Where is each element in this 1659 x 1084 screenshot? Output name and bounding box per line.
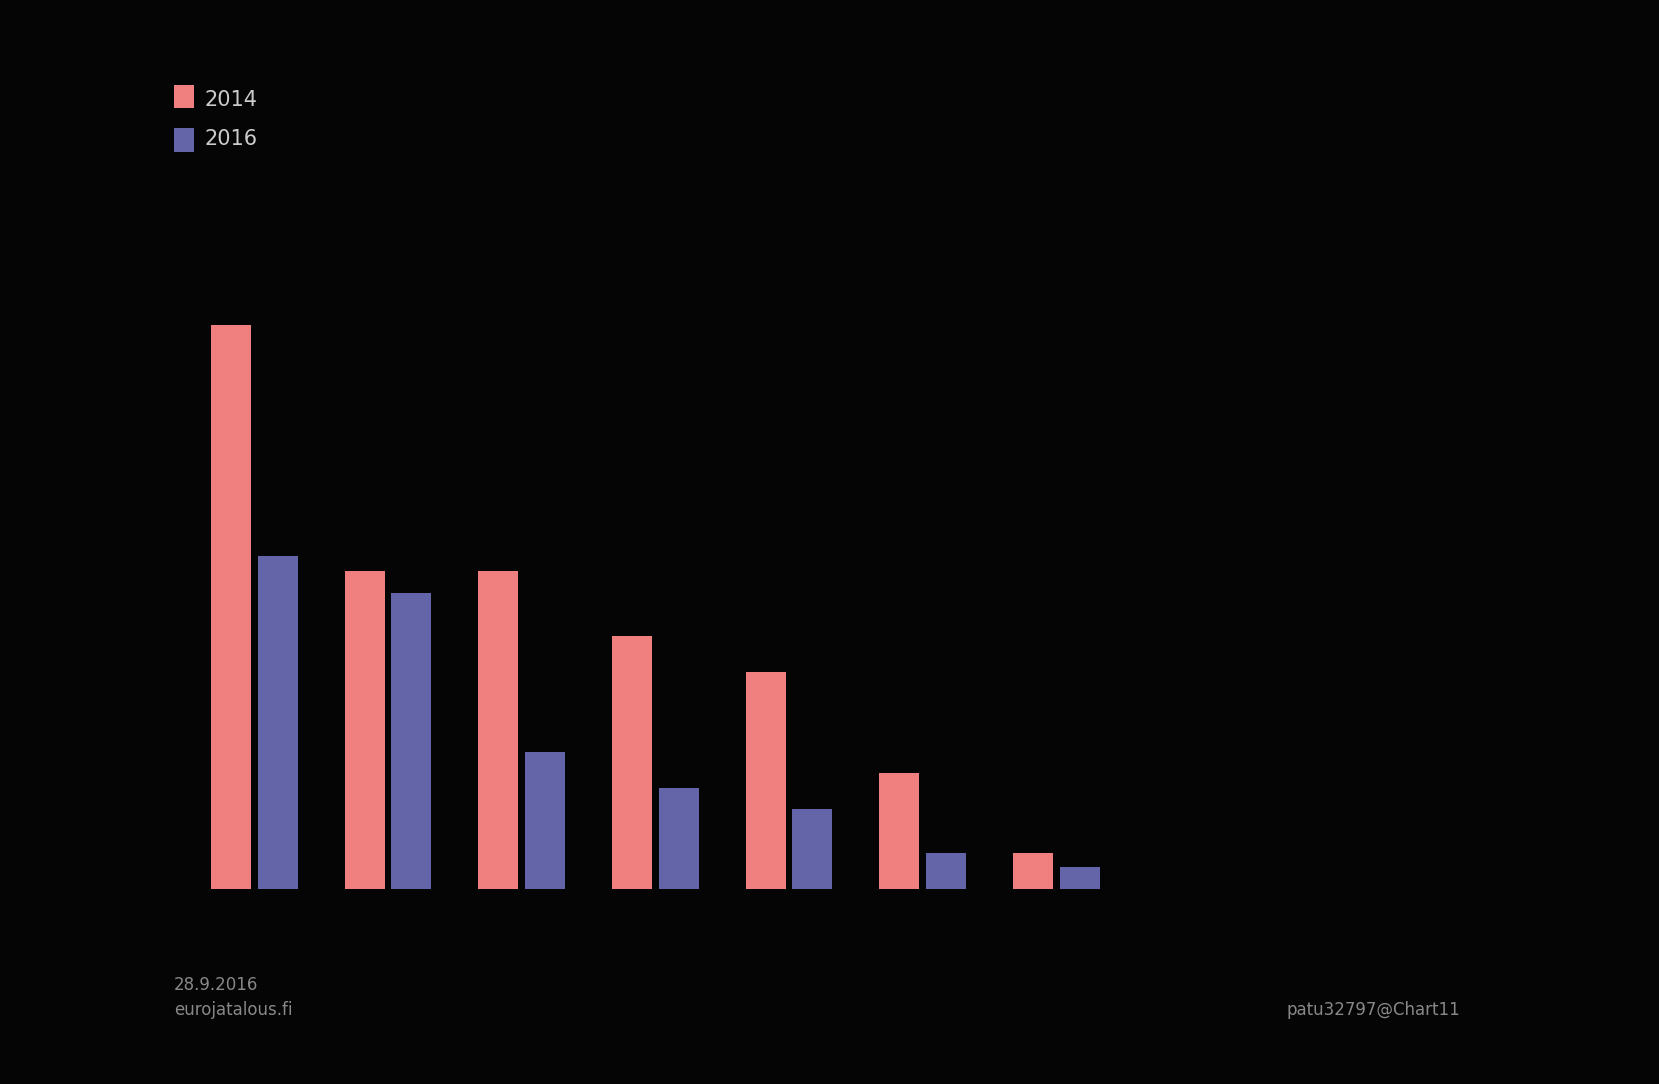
Bar [745, 672, 786, 889]
Bar [478, 571, 518, 889]
Bar [345, 571, 385, 889]
Bar [257, 556, 299, 889]
Bar [793, 810, 833, 889]
Text: 2016: 2016 [204, 129, 257, 149]
Bar [1060, 867, 1100, 889]
Bar [926, 853, 966, 889]
Bar [524, 751, 566, 889]
Text: 28.9.2016
eurojatalous.fi: 28.9.2016 eurojatalous.fi [174, 976, 292, 1019]
Bar [392, 593, 431, 889]
Text: patu32797@Chart11: patu32797@Chart11 [1286, 1001, 1460, 1019]
Bar [612, 636, 652, 889]
Text: 2014: 2014 [204, 90, 257, 109]
Bar [659, 788, 698, 889]
Bar [211, 325, 251, 889]
Bar [1012, 853, 1053, 889]
Bar [879, 773, 919, 889]
